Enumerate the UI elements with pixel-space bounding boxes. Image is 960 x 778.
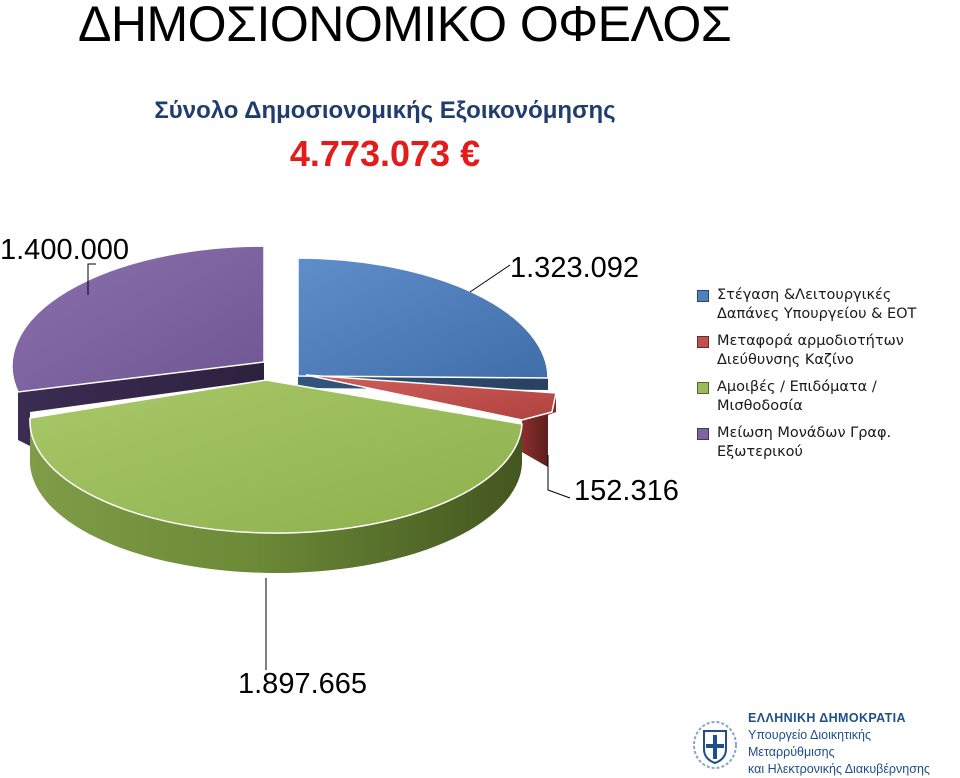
- legend-label: Μεταφορά αρμοδιοτήτων: [717, 333, 904, 349]
- legend-label: Μισθοδοσία: [717, 398, 803, 414]
- pie-slice-exoterikou: [11, 245, 265, 446]
- logo-country: ΕΛΛΗΝΙΚΗ ΔΗΜΟΚΡΑΤΙΑ: [748, 711, 906, 725]
- chart-legend: Στέγαση &Λειτουργικές Δαπάνες Υπουργείου…: [697, 286, 955, 470]
- legend-swatch-green: [697, 382, 709, 394]
- data-label-exoterikou: 1.400.000: [0, 234, 129, 266]
- page-title: ΔΗΜΟΣΙΟΝΟΜΙΚΟ ΟΦΕΛΟΣ: [78, 0, 732, 52]
- legend-swatch-purple: [697, 428, 709, 440]
- ministry-logo: ΕΛΛΗΝΙΚΗ ΔΗΜΟΚΡΑΤΙΑ Υπουργείο Διοικητική…: [692, 711, 960, 776]
- data-label-stegasi: 1.323.092: [510, 252, 639, 284]
- legend-label: Δαπάνες Υπουργείου & ΕΟΤ: [717, 306, 917, 322]
- legend-swatch-red: [697, 336, 709, 348]
- chart-subtitle: Σύνολο Δημοσιονομικής Εξοικονόμησης: [154, 97, 616, 124]
- legend-label: Αμοιβές / Επιδόματα /: [717, 379, 877, 395]
- legend-item-misthodosia: Αμοιβές / Επιδόματα / Μισθοδοσία: [697, 378, 955, 416]
- total-savings: 4.773.073 €: [289, 133, 481, 174]
- legend-item-exoterikou: Μείωση Μονάδων Γραφ. Εξωτερικού: [697, 424, 955, 462]
- legend-label: Διεύθυνσης Καζίνο: [717, 352, 854, 368]
- logo-ministry-line1: Υπουργείο Διοικητικής Μεταρρύθμισης: [748, 728, 872, 759]
- logo-ministry-line2: και Ηλεκτρονικής Διακυβέρνησης: [748, 762, 930, 776]
- legend-item-kazino: Μεταφορά αρμοδιοτήτων Διεύθυνσης Καζίνο: [697, 332, 955, 370]
- leader-lines: [87, 263, 571, 670]
- pie-slice-kazino: [305, 374, 557, 467]
- legend-swatch-blue: [697, 290, 709, 302]
- legend-label: Στέγαση &Λειτουργικές: [717, 287, 892, 303]
- legend-label: Εξωτερικού: [717, 444, 803, 460]
- data-label-misthodosia: 1.897.665: [238, 668, 367, 700]
- pie-slice-misthodosia: [29, 379, 523, 574]
- legend-label: Μείωση Μονάδων Γραφ.: [717, 425, 892, 441]
- legend-item-stegasi: Στέγαση &Λειτουργικές Δαπάνες Υπουργείου…: [697, 286, 955, 324]
- data-label-kazino: 152.316: [574, 475, 679, 507]
- greek-coat-of-arms-icon: [693, 721, 737, 769]
